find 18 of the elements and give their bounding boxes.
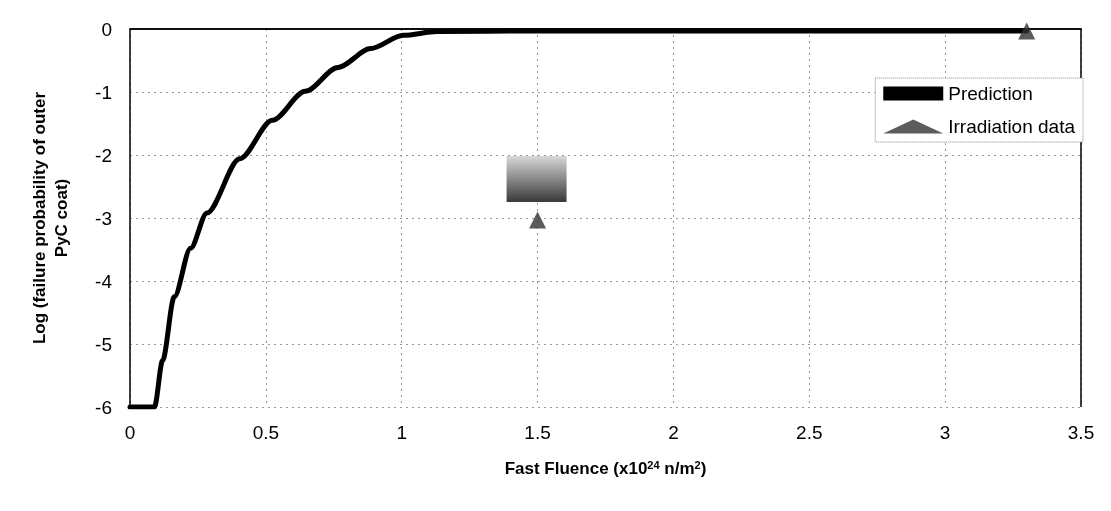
- x-tick-label: 1.5: [524, 422, 551, 443]
- y-tick-label: -5: [95, 333, 112, 355]
- y-tick-label: -6: [95, 396, 112, 418]
- x-tick-label: 2.5: [796, 422, 823, 443]
- x-tick-label: 3: [939, 422, 951, 443]
- x-tick-label: 3.5: [1067, 422, 1095, 443]
- y-tick-label: -1: [95, 81, 112, 103]
- y-tick-label: -2: [95, 144, 112, 166]
- x-tick-label: 0.5: [252, 422, 280, 443]
- y-axis-title: Log (failure probability of outer PyC coat): [29, 91, 71, 345]
- legend-label: Irradiation data: [948, 116, 1076, 137]
- x-tick-label: 0: [124, 422, 136, 443]
- legend-label: Prediction: [948, 83, 1033, 104]
- y-tick-label: -4: [95, 270, 113, 292]
- x-tick-label: 1: [396, 422, 407, 443]
- y-tick-label: -3: [95, 207, 112, 229]
- y-tick-label: 0: [101, 18, 112, 40]
- x-tick-label: 2: [668, 422, 679, 443]
